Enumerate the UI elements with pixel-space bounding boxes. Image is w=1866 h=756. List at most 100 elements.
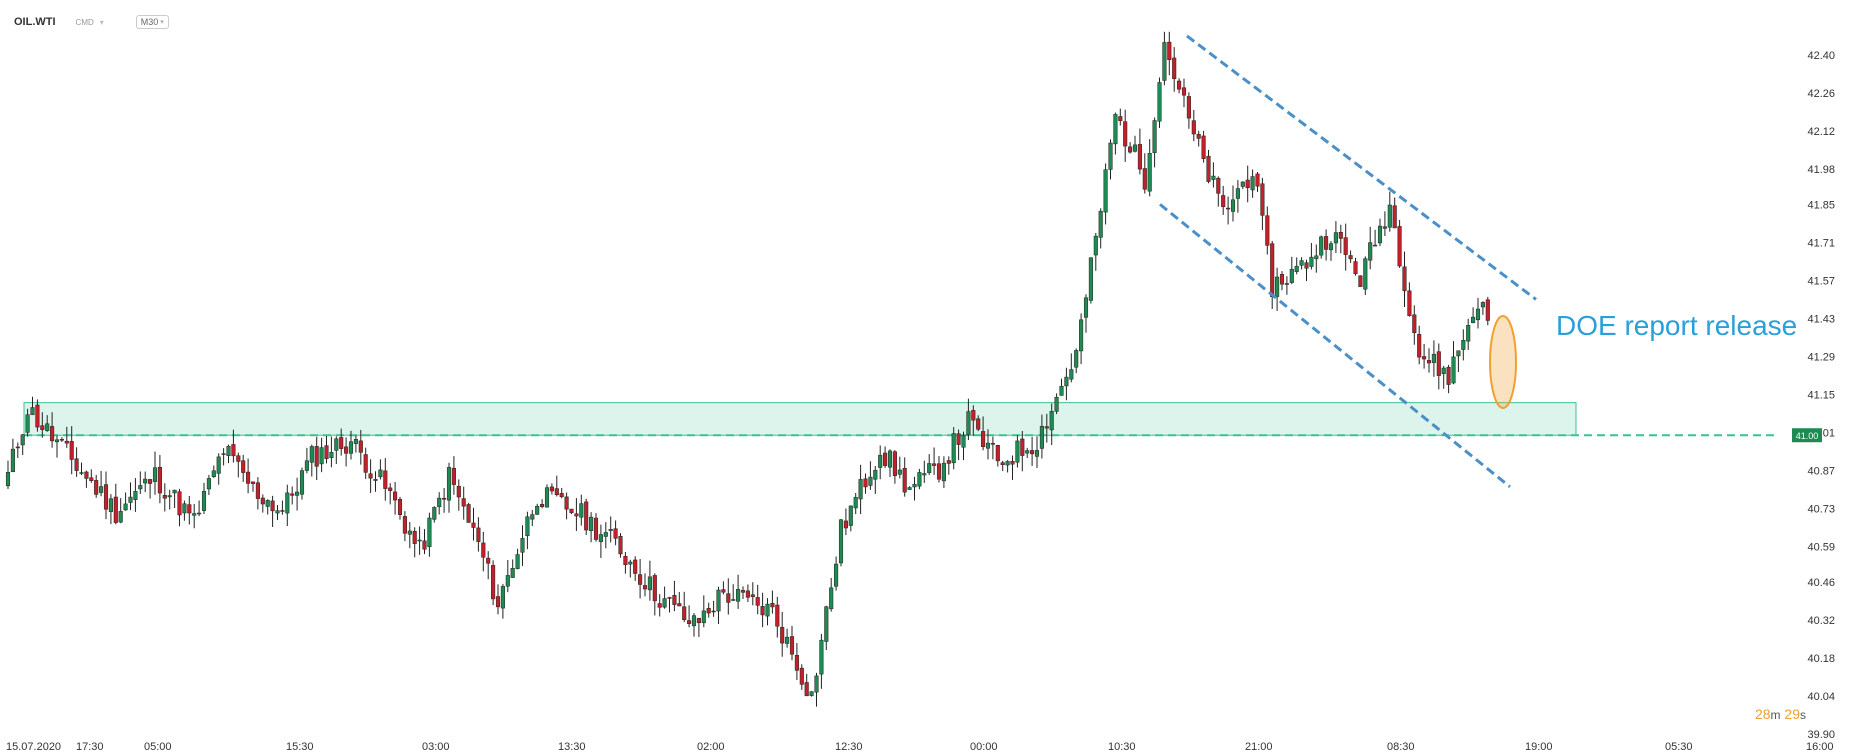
candle bbox=[1353, 257, 1358, 276]
candle-body-down bbox=[1030, 450, 1035, 455]
candle-body-down bbox=[1226, 207, 1231, 210]
candle-body-down bbox=[1348, 255, 1353, 260]
candle bbox=[932, 447, 937, 475]
candle bbox=[432, 506, 437, 523]
candle-body-down bbox=[1172, 57, 1177, 80]
candle-body-down bbox=[682, 606, 687, 620]
candle-body-up bbox=[143, 478, 148, 484]
candle-body-up bbox=[128, 496, 133, 503]
candle-body-up bbox=[118, 511, 123, 523]
candle-body-up bbox=[201, 490, 207, 511]
candle bbox=[838, 518, 844, 567]
candle-body-down bbox=[1422, 356, 1427, 360]
candle-body-up bbox=[1162, 42, 1167, 81]
candle bbox=[187, 495, 192, 525]
candle bbox=[1157, 77, 1162, 129]
candle-body-down bbox=[564, 496, 569, 510]
candle-body-down bbox=[1260, 183, 1265, 216]
candle-body-up bbox=[848, 505, 853, 526]
candle-body-up bbox=[1309, 256, 1314, 267]
candle-body-down bbox=[1000, 462, 1005, 465]
candle-body-down bbox=[775, 604, 780, 627]
candle-body-up bbox=[1289, 268, 1294, 283]
candle bbox=[285, 484, 290, 527]
candle bbox=[1343, 223, 1348, 271]
candle bbox=[726, 578, 731, 615]
candle-body-up bbox=[334, 438, 339, 451]
exchange-label: CMD bbox=[75, 17, 94, 27]
candle-body-up bbox=[1147, 153, 1152, 192]
candle-body-up bbox=[1275, 276, 1280, 297]
y-tick-label: 40.87 bbox=[1807, 466, 1835, 478]
candle bbox=[1284, 276, 1289, 295]
candle-body-down bbox=[667, 597, 672, 599]
candle-body-up bbox=[544, 487, 550, 508]
candle bbox=[834, 556, 839, 591]
candle-body-down bbox=[1324, 236, 1329, 250]
candle bbox=[241, 454, 246, 482]
candle-body-up bbox=[427, 517, 432, 547]
candle bbox=[691, 612, 697, 637]
candle bbox=[471, 507, 476, 541]
candle-body-down bbox=[471, 522, 476, 528]
candle bbox=[1348, 250, 1353, 263]
candle bbox=[1059, 378, 1064, 396]
support-zone-layer bbox=[23, 402, 1778, 437]
candle-body-up bbox=[966, 411, 971, 436]
candle bbox=[201, 482, 207, 515]
candle bbox=[368, 459, 373, 493]
candle-body-up bbox=[878, 454, 883, 468]
candle-body-up bbox=[221, 453, 226, 455]
candle bbox=[304, 447, 309, 474]
chevron-down-icon[interactable]: ▾ bbox=[99, 17, 104, 27]
candle bbox=[794, 643, 799, 680]
candle-body-down bbox=[638, 574, 643, 585]
candle-body-down bbox=[74, 458, 79, 471]
candle-body-up bbox=[1387, 204, 1392, 228]
candle bbox=[912, 476, 917, 501]
candle-body-down bbox=[750, 594, 755, 597]
candle-body-down bbox=[1255, 173, 1260, 187]
candle bbox=[520, 525, 525, 566]
candle bbox=[128, 482, 133, 511]
candle bbox=[1221, 185, 1226, 215]
candle bbox=[40, 412, 45, 438]
timeframe-selector[interactable]: M30 ▾ bbox=[135, 15, 169, 29]
candle bbox=[1201, 130, 1206, 163]
candle-body-down bbox=[706, 608, 711, 614]
candle bbox=[1079, 313, 1084, 365]
x-tick-label: 13:30 bbox=[558, 741, 586, 753]
candle-body-down bbox=[1191, 120, 1196, 135]
candle-body-up bbox=[907, 487, 912, 490]
candle-body-up bbox=[917, 472, 922, 487]
candle bbox=[1485, 296, 1490, 326]
candle-body-down bbox=[250, 481, 256, 484]
candle-body-down bbox=[569, 508, 574, 513]
y-tick-label: 42.40 bbox=[1807, 50, 1835, 62]
x-tick-label: 02:00 bbox=[697, 741, 725, 753]
candle bbox=[1039, 414, 1044, 459]
candle bbox=[598, 524, 603, 558]
candle-body-down bbox=[770, 603, 775, 608]
candle-body-up bbox=[505, 575, 510, 587]
candle bbox=[1049, 403, 1054, 446]
candle bbox=[530, 509, 535, 526]
y-tick-label: 40.73 bbox=[1807, 504, 1835, 516]
candle-body-up bbox=[510, 567, 515, 578]
candle-body-up bbox=[515, 554, 520, 569]
candle bbox=[1426, 348, 1432, 373]
candle-body-up bbox=[1294, 265, 1299, 272]
candle-body-down bbox=[1397, 226, 1402, 267]
candle-body-up bbox=[1152, 120, 1157, 154]
candle-body-up bbox=[10, 448, 15, 473]
candle bbox=[412, 527, 417, 558]
candle-body-down bbox=[94, 480, 99, 495]
candle bbox=[299, 467, 305, 500]
candle bbox=[148, 478, 153, 499]
candle-body-up bbox=[295, 491, 300, 496]
candle-body-down bbox=[1020, 438, 1025, 456]
candle bbox=[260, 494, 265, 513]
candle-body-down bbox=[1402, 266, 1407, 292]
candle bbox=[30, 396, 35, 416]
